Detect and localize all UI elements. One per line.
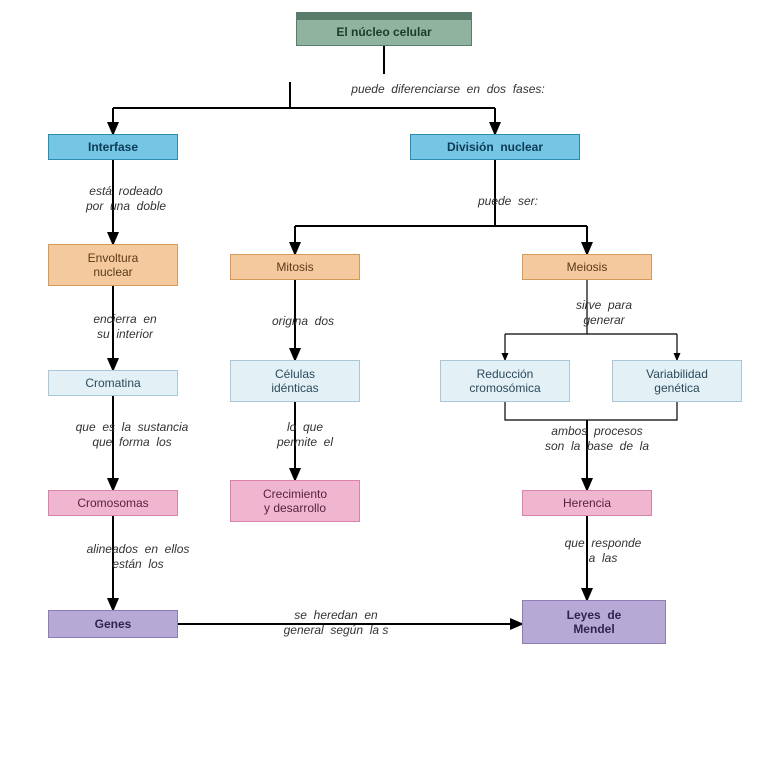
node-meiosis: Meiosis <box>522 254 652 280</box>
node-reduccion: Reducción cromosómica <box>440 360 570 402</box>
edge-label-l_herencia: que responde a las <box>538 536 668 566</box>
edge-label-l_mitosis: origina dos <box>248 314 358 329</box>
edge-label-l_envoltura: encierra en su interior <box>60 312 190 342</box>
connector <box>587 402 677 420</box>
node-celulas: Células idénticas <box>230 360 360 402</box>
edge-label-l_meiosis: sirve para generar <box>544 298 664 328</box>
node-cromatina: Cromatina <box>48 370 178 396</box>
node-variab: Variabilidad genética <box>612 360 742 402</box>
edge-label-l_celulas: lo que permite el <box>250 420 360 450</box>
node-mitosis: Mitosis <box>230 254 360 280</box>
node-herencia: Herencia <box>522 490 652 516</box>
edge-label-l_division: puede ser: <box>448 194 568 209</box>
edge-label-l_cromosomas: alineados en ellos están los <box>58 542 218 572</box>
edge-label-l_cromatina: que es la sustancia que forma los <box>42 420 222 450</box>
node-genes: Genes <box>48 610 178 638</box>
node-division: División nuclear <box>410 134 580 160</box>
node-root: El núcleo celular <box>296 12 472 46</box>
edge-label-l_genes: se heredan en general según la s <box>236 608 436 638</box>
edge-label-l_interfase: está rodeado por una doble <box>56 184 196 214</box>
node-crecimiento: Crecimiento y desarrollo <box>230 480 360 522</box>
node-mendel: Leyes de Mendel <box>522 600 666 644</box>
connector <box>505 402 587 420</box>
edge-label-l_ambos: ambos procesos son la base de la <box>502 424 692 454</box>
edge-label-l_root: puede diferenciarse en dos fases: <box>298 82 598 97</box>
node-cromosomas: Cromosomas <box>48 490 178 516</box>
node-envoltura: Envoltura nuclear <box>48 244 178 286</box>
node-interfase: Interfase <box>48 134 178 160</box>
